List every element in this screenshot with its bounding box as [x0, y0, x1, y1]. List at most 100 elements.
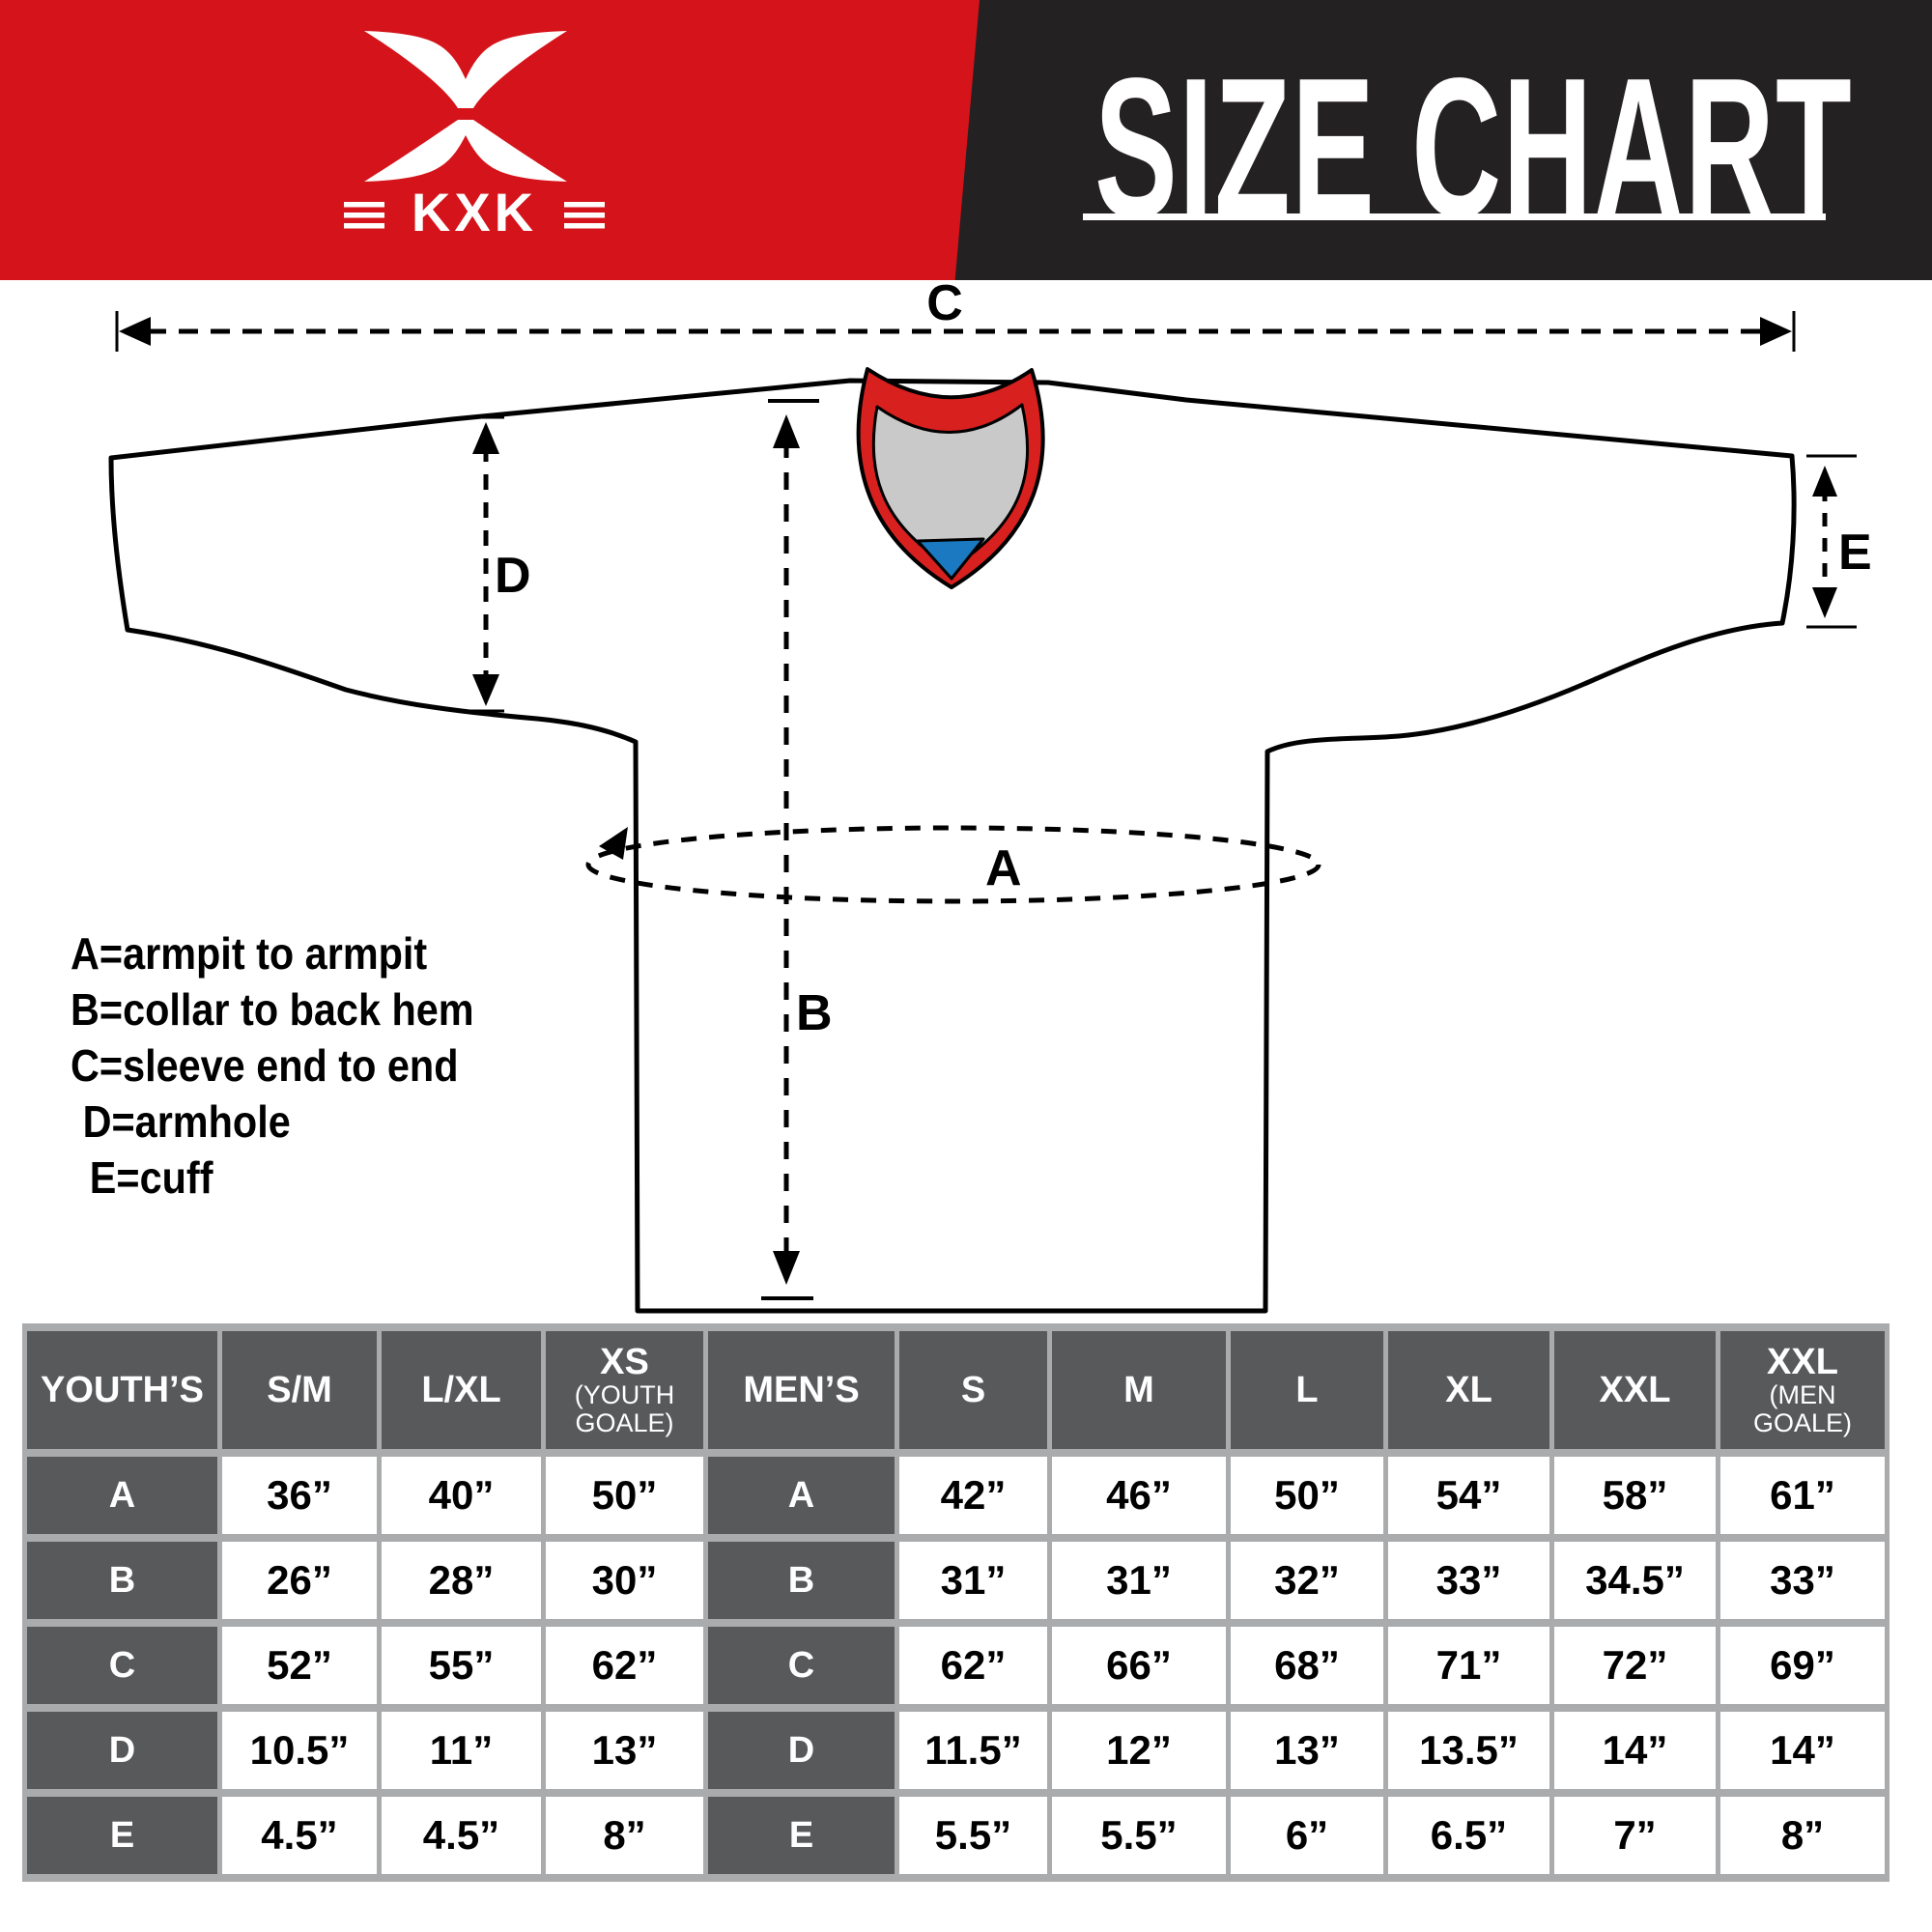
legend-item-a: A=armpit to armpit — [71, 928, 428, 979]
men-E-1: 5.5” — [1052, 1797, 1226, 1874]
size-table-row-C: C 52” 55” 62” C 62” 66” 68” 71” 72” 69” — [27, 1627, 1885, 1704]
col-header-mens: MEN’S — [708, 1331, 895, 1449]
measure-e-arrow — [1806, 454, 1857, 629]
col-header-men-2: L — [1231, 1331, 1383, 1449]
size-table-header-row: YOUTH’S S/M L/XL XS (YOUTH GOALE) MEN’S S M L XL X… — [27, 1331, 1885, 1449]
label-c: C — [926, 280, 963, 331]
size-table-row-A: A 36” 40” 50” A 42” 46” 50” 54” 58” 61” — [27, 1457, 1885, 1534]
men-B-4: 34.5” — [1554, 1542, 1716, 1619]
measurement-legend: A=armpit to armpit B=collar to back hem … — [71, 925, 474, 1206]
men-D-2: 13” — [1231, 1712, 1383, 1789]
title-underline — [1083, 213, 1826, 220]
men-D-3: 13.5” — [1388, 1712, 1549, 1789]
label-d: D — [495, 548, 531, 604]
men-B-0: 31” — [899, 1542, 1047, 1619]
label-b: B — [796, 985, 833, 1041]
col-header-youth-2: XS (YOUTH GOALE) — [546, 1331, 703, 1449]
label-e: E — [1838, 525, 1872, 581]
men-C-4: 72” — [1554, 1627, 1716, 1704]
men-D-0: 11.5” — [899, 1712, 1047, 1789]
header-black-band — [947, 0, 1932, 280]
row-label-C: C — [27, 1627, 217, 1704]
men-A-5: 61” — [1720, 1457, 1885, 1534]
youth-E-1: 4.5” — [382, 1797, 541, 1874]
men-A-4: 58” — [1554, 1457, 1716, 1534]
measure-a-ellipse — [585, 825, 1321, 904]
legend-item-d: D=armhole — [82, 1096, 291, 1147]
kxk-emblem-icon: KXK — [344, 31, 605, 242]
row-label-A: A — [27, 1457, 217, 1534]
label-a: A — [985, 840, 1022, 896]
youth-B-2: 30” — [546, 1542, 703, 1619]
youth-D-0: 10.5” — [222, 1712, 377, 1789]
col-header-youths: YOUTH’S — [27, 1331, 217, 1449]
col-header-men-3: XL — [1388, 1331, 1549, 1449]
legend-item-e: E=cuff — [89, 1152, 213, 1203]
men-B-1: 31” — [1052, 1542, 1226, 1619]
col-header-men-4: XXL — [1554, 1331, 1716, 1449]
legend-item-c: C=sleeve end to end — [71, 1040, 459, 1091]
men-C-1: 66” — [1052, 1627, 1226, 1704]
jersey-outline — [108, 378, 1797, 1314]
youth-C-2: 62” — [546, 1627, 703, 1704]
men-C-0: 62” — [899, 1627, 1047, 1704]
collar-blue-insert — [916, 537, 985, 581]
brand-logo: KXK — [344, 31, 605, 242]
legend-item-b: B=collar to back hem — [71, 984, 474, 1035]
men-D-5: 14” — [1720, 1712, 1885, 1789]
men-C-2: 68” — [1231, 1627, 1383, 1704]
measure-d-arrow — [469, 415, 504, 713]
men-E-4: 7” — [1554, 1797, 1716, 1874]
youth-C-0: 52” — [222, 1627, 377, 1704]
col-header-men-1: M — [1052, 1331, 1226, 1449]
men-E-2: 6” — [1231, 1797, 1383, 1874]
youth-C-1: 55” — [382, 1627, 541, 1704]
men-C-3: 71” — [1388, 1627, 1549, 1704]
brand-wordmark: KXK — [412, 182, 537, 242]
row-label-D: D — [708, 1712, 895, 1789]
men-A-3: 54” — [1388, 1457, 1549, 1534]
youth-D-1: 11” — [382, 1712, 541, 1789]
men-E-5: 8” — [1720, 1797, 1885, 1874]
men-B-3: 33” — [1388, 1542, 1549, 1619]
men-E-3: 6.5” — [1388, 1797, 1549, 1874]
jersey-diagram: C D E A — [108, 280, 1872, 1314]
youth-A-0: 36” — [222, 1457, 377, 1534]
row-label-B: B — [708, 1542, 895, 1619]
youth-A-1: 40” — [382, 1457, 541, 1534]
size-table-row-E: E 4.5” 4.5” 8” E 5.5” 5.5” 6” 6.5” 7” 8” — [27, 1797, 1885, 1874]
men-E-0: 5.5” — [899, 1797, 1047, 1874]
col-header-men-5: XXL (MEN GOALE) — [1720, 1331, 1885, 1449]
row-label-E: E — [27, 1797, 217, 1874]
men-C-5: 69” — [1720, 1627, 1885, 1704]
men-A-1: 46” — [1052, 1457, 1226, 1534]
youth-B-1: 28” — [382, 1542, 541, 1619]
measure-b-arrow — [761, 399, 819, 1300]
size-table-row-D: D 10.5” 11” 13” D 11.5” 12” 13” 13.5” 14” 14” — [27, 1712, 1885, 1789]
col-header-youth-1: L/XL — [382, 1331, 541, 1449]
collar — [856, 367, 1045, 589]
youth-A-2: 50” — [546, 1457, 703, 1534]
row-label-E: E — [708, 1797, 895, 1874]
men-B-2: 32” — [1231, 1542, 1383, 1619]
col-header-men-0: S — [899, 1331, 1047, 1449]
size-table-row-B: B 26” 28” 30” B 31” 31” 32” 33” 34.5” 33” — [27, 1542, 1885, 1619]
row-label-A: A — [708, 1457, 895, 1534]
youth-E-0: 4.5” — [222, 1797, 377, 1874]
youth-B-0: 26” — [222, 1542, 377, 1619]
men-A-2: 50” — [1231, 1457, 1383, 1534]
collar-inner — [871, 403, 1030, 570]
men-D-4: 14” — [1554, 1712, 1716, 1789]
row-label-D: D — [27, 1712, 217, 1789]
men-B-5: 33” — [1720, 1542, 1885, 1619]
col-header-youth-0: S/M — [222, 1331, 377, 1449]
size-table: YOUTH’S S/M L/XL XS (YOUTH GOALE) MEN’S S M L XL X… — [22, 1323, 1889, 1882]
men-A-0: 42” — [899, 1457, 1047, 1534]
youth-D-2: 13” — [546, 1712, 703, 1789]
row-label-B: B — [27, 1542, 217, 1619]
row-label-C: C — [708, 1627, 895, 1704]
youth-E-2: 8” — [546, 1797, 703, 1874]
measure-c-arrow — [115, 311, 1796, 352]
men-D-1: 12” — [1052, 1712, 1226, 1789]
